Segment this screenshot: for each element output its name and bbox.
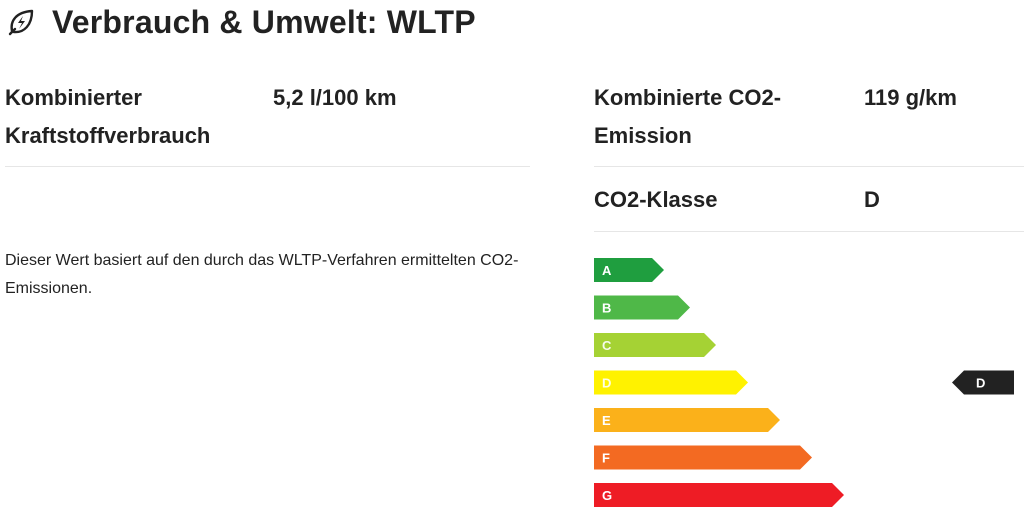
fuel-consumption-value: 5,2 l/100 km (273, 85, 397, 110)
co2-class-arrow (594, 295, 690, 320)
current-class-arrow (952, 370, 1014, 395)
co2-class-letter: G (602, 488, 612, 503)
co2-class-arrow (594, 333, 716, 357)
co2-class-letter: F (602, 451, 610, 466)
co2-emission-label: Kombinierte CO2-Emission (594, 85, 782, 148)
current-class-letter: D (976, 376, 985, 391)
co2-class-arrow (594, 483, 844, 507)
co2-class-bar-b: B (594, 295, 690, 320)
co2-class-arrow (594, 408, 780, 432)
co2-class-bar-d: D (594, 370, 748, 395)
co2-class-letter: B (602, 301, 611, 316)
co2-class-letter: E (602, 413, 611, 428)
co2-class-label: CO2-Klasse (594, 187, 718, 212)
page-title: Verbrauch & Umwelt: WLTP (52, 3, 476, 40)
co2-class-letter: A (602, 263, 612, 278)
co2-class-bar-g: G (594, 483, 844, 507)
co2-class-bar-c: C (594, 333, 716, 357)
co2-class-bar-a: A (594, 258, 664, 282)
wltp-note: Dieser Wert basiert auf den durch das WL… (5, 252, 519, 297)
section-header: Verbrauch & Umwelt: WLTP (6, 0, 476, 44)
current-class-indicator: D (952, 370, 1014, 395)
co2-class-value: D (864, 187, 880, 212)
co2-class-letter: C (602, 338, 612, 353)
co2-class-arrow (594, 370, 748, 395)
co2-class-arrow (594, 258, 664, 282)
fuel-consumption-label: Kombinierter Kraftstoffverbrauch (5, 85, 211, 148)
co2-class-bar-f: F (594, 445, 812, 470)
divider (594, 166, 1024, 167)
leaf-lightning-icon (8, 9, 34, 36)
co2-emission-value: 119 g/km (864, 85, 957, 110)
divider (5, 166, 530, 167)
co2-class-letter: D (602, 376, 611, 391)
divider (594, 231, 1024, 232)
co2-class-bar-e: E (594, 408, 780, 432)
co2-class-arrow (594, 445, 812, 470)
co2-efficiency-scale: A B C D E F G D (594, 258, 1014, 507)
